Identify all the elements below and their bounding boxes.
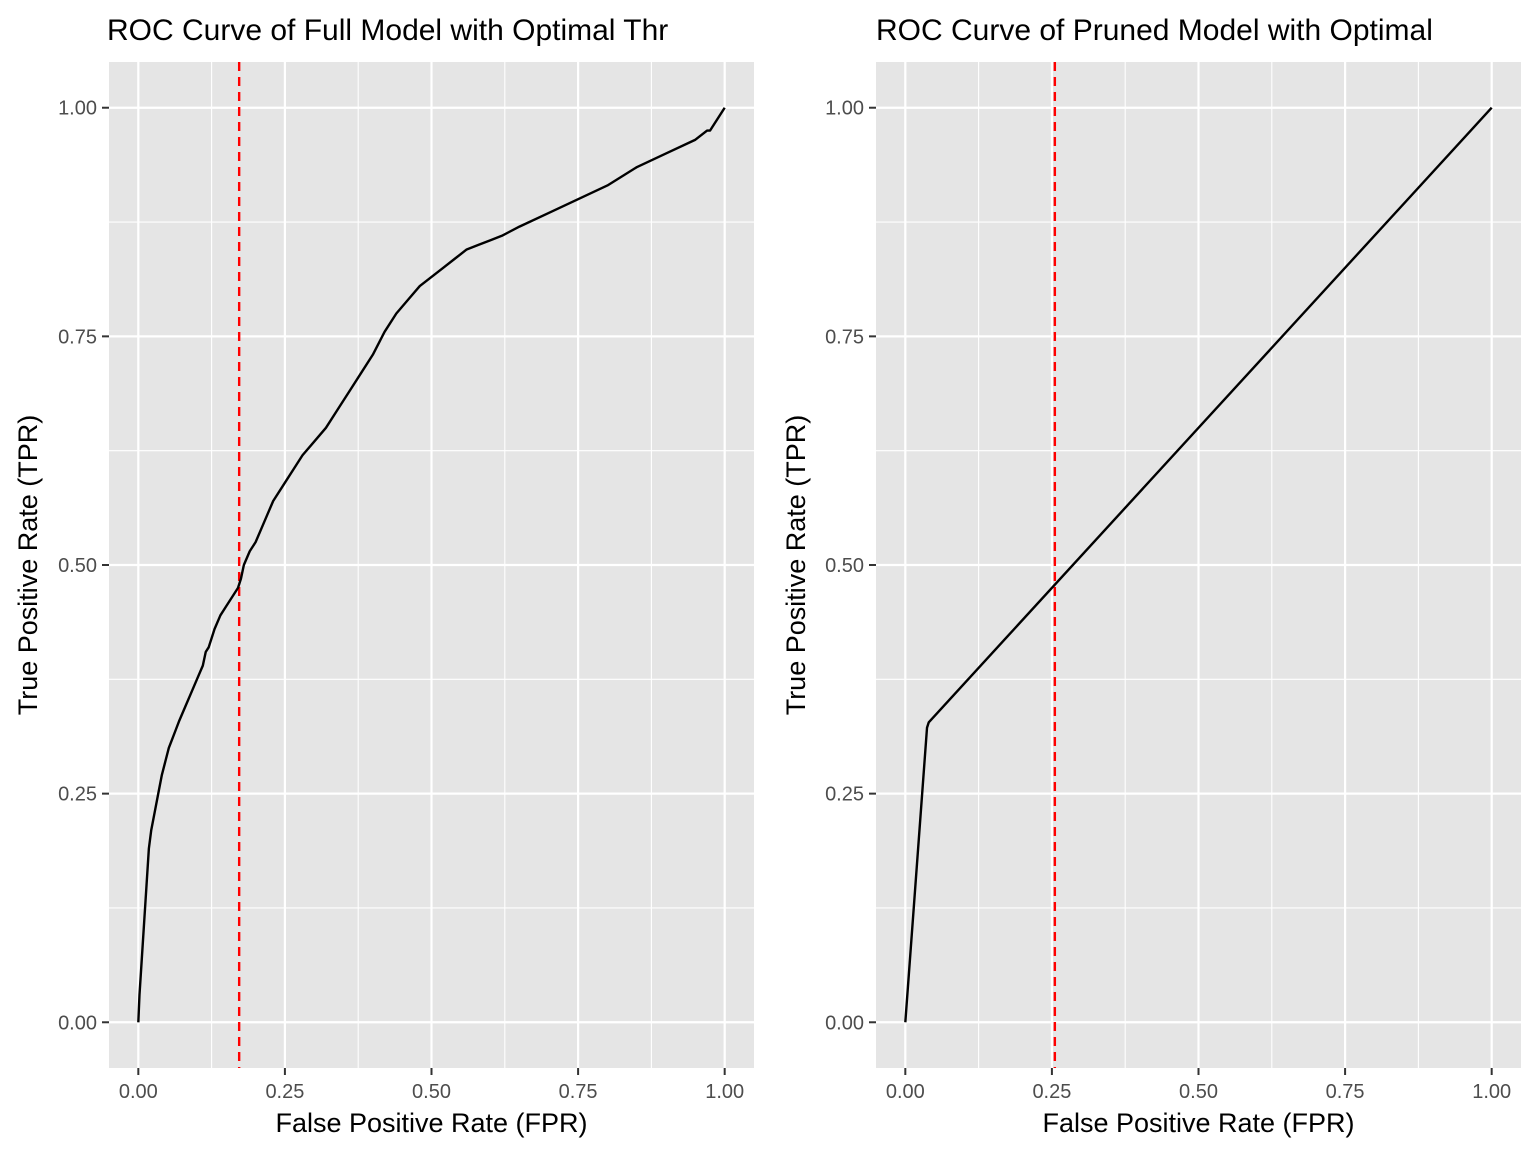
- x-tick-label: 0.50: [1179, 1081, 1218, 1103]
- x-tick-label: 1.00: [705, 1081, 744, 1103]
- x-tick-label: 0.00: [119, 1081, 158, 1103]
- y-tick-label: 0.25: [58, 784, 97, 806]
- roc-line: [904, 106, 1493, 1023]
- chart-title: ROC Curve of Pruned Model with Optimal: [876, 14, 1433, 47]
- y-tick-label: 0.75: [58, 326, 97, 348]
- chart-title: ROC Curve of Full Model with Optimal Thr: [107, 14, 668, 47]
- y-tick-label: 0.50: [825, 555, 864, 577]
- x-tick-label: 0.75: [559, 1081, 598, 1103]
- y-tick-label: 0.00: [58, 1012, 97, 1034]
- full-model-roc-panel: 0.00 0.25 0.50 0.75 1.00 0.00 0.25 0.50 0.75 1.00…: [13, 14, 754, 1138]
- roc-curve: [904, 106, 1493, 1023]
- grid-lines: [109, 62, 754, 1068]
- x-tick-label: 0.00: [886, 1081, 925, 1103]
- axis-ticks: 0.00 0.25 0.50 0.75 1.00 0.00 0.25 0.50 0.75 1.00: [825, 98, 1511, 1103]
- y-tick-label: 0.75: [825, 326, 864, 348]
- y-axis-title: True Positive Rate (TPR): [13, 415, 43, 716]
- y-tick-label: 1.00: [58, 98, 97, 120]
- y-tick-label: 0.50: [58, 555, 97, 577]
- x-tick-label: 0.25: [1032, 1081, 1071, 1103]
- roc-curve: [137, 107, 726, 1023]
- y-axis-title: True Positive Rate (TPR): [781, 415, 811, 716]
- y-tick-label: 0.25: [825, 784, 864, 806]
- y-tick-label: 1.00: [825, 98, 864, 120]
- roc-line: [137, 107, 726, 1023]
- pruned-model-roc-panel: 0.00 0.25 0.50 0.75 1.00 0.00 0.25 0.50 0.75 1.00…: [781, 14, 1521, 1138]
- x-tick-label: 0.75: [1326, 1081, 1365, 1103]
- x-axis-title: False Positive Rate (FPR): [275, 1108, 587, 1138]
- x-axis-title: False Positive Rate (FPR): [1042, 1108, 1354, 1138]
- axis-ticks: 0.00 0.25 0.50 0.75 1.00 0.00 0.25 0.50 0.75 1.00: [58, 98, 744, 1103]
- x-tick-label: 1.00: [1472, 1081, 1511, 1103]
- grid-lines: [876, 62, 1521, 1068]
- x-tick-label: 0.25: [265, 1081, 304, 1103]
- x-tick-label: 0.50: [412, 1081, 451, 1103]
- y-tick-label: 0.00: [825, 1012, 864, 1034]
